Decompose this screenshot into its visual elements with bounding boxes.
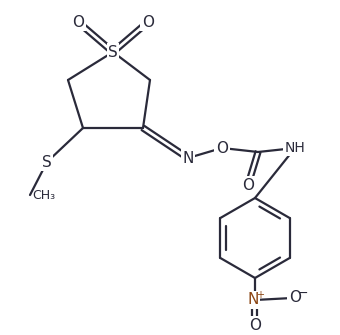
- Text: +: +: [256, 290, 264, 300]
- Text: O: O: [216, 140, 228, 155]
- Text: CH₃: CH₃: [32, 189, 55, 201]
- Text: O: O: [289, 290, 301, 306]
- Text: O: O: [142, 14, 154, 29]
- Text: O: O: [249, 318, 261, 333]
- Text: S: S: [108, 45, 118, 60]
- Text: NH: NH: [285, 141, 305, 155]
- Text: −: −: [298, 286, 308, 299]
- Text: O: O: [242, 178, 254, 193]
- Text: S: S: [42, 154, 52, 170]
- Text: O: O: [72, 14, 84, 29]
- Text: N: N: [182, 150, 194, 165]
- Text: N: N: [247, 292, 259, 308]
